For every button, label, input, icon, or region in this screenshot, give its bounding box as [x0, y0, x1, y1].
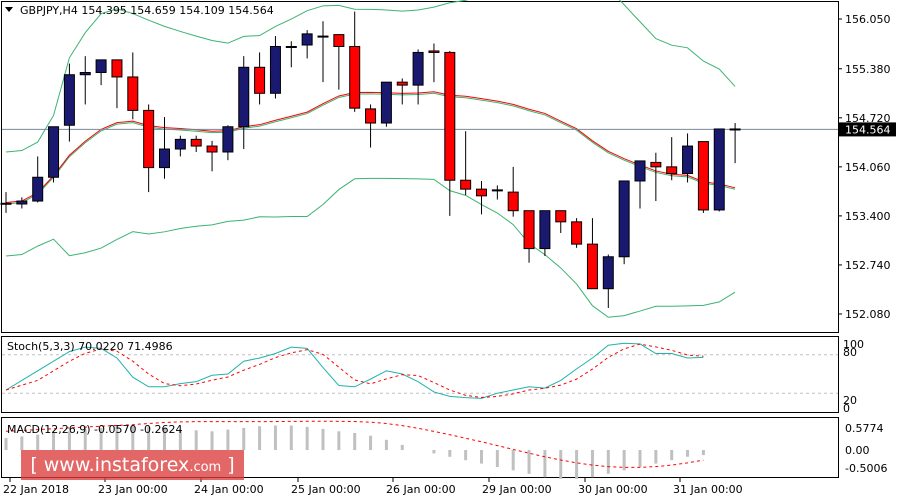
- stoch-signal-line: [5, 343, 704, 398]
- candle-body[interactable]: [159, 148, 170, 169]
- candle-body[interactable]: [476, 188, 487, 197]
- candle-body[interactable]: [79, 71, 91, 76]
- time-axis-label: 31 Jan 00:00: [673, 483, 743, 496]
- candle-body[interactable]: [269, 45, 281, 94]
- moving-average: [5, 91, 736, 204]
- macd-level-label: 0.00: [845, 444, 870, 457]
- candle-body[interactable]: [222, 126, 234, 153]
- candle-body[interactable]: [349, 45, 361, 109]
- stoch-pane[interactable]: [1, 336, 839, 413]
- time-axis-label: 26 Jan 00:00: [386, 483, 456, 496]
- candle-body[interactable]: [555, 210, 567, 223]
- stoch-level-label: 0: [843, 402, 850, 415]
- current-price-label: 154.564: [845, 123, 891, 136]
- candle-body[interactable]: [254, 66, 266, 94]
- macd-signal-line: [5, 420, 704, 468]
- macd-level-label: 0.5774: [845, 422, 884, 435]
- price-axis-label: 152.080: [845, 308, 891, 321]
- price-axis-label: 154.060: [845, 161, 891, 174]
- bollinger-upper: [5, 0, 736, 153]
- time-axis-label: 30 Jan 00:00: [578, 483, 648, 496]
- time-axis-label: 22 Jan 2018: [3, 483, 69, 496]
- time-axis-label: 29 Jan 00:00: [482, 483, 552, 496]
- candle-body[interactable]: [697, 141, 709, 211]
- candle-body[interactable]: [190, 138, 202, 147]
- candle-body[interactable]: [586, 243, 598, 290]
- current-price-badge: [839, 122, 896, 137]
- triangle-down-icon[interactable]: [5, 7, 13, 12]
- candle-body[interactable]: [634, 160, 646, 182]
- candle-body[interactable]: [491, 189, 503, 192]
- candle-body[interactable]: [206, 145, 218, 153]
- watermark-banner: [ www.instaforex.com ]: [21, 450, 244, 480]
- candle-body[interactable]: [174, 138, 186, 150]
- candle-body[interactable]: [127, 76, 139, 111]
- candle-body[interactable]: [396, 81, 408, 86]
- time-axis-label: 25 Jan 00:00: [291, 483, 361, 496]
- candle-body[interactable]: [682, 145, 694, 175]
- bollinger-middle: [5, 92, 736, 205]
- candle-body[interactable]: [317, 35, 329, 38]
- candle-body[interactable]: [16, 200, 28, 205]
- stoch-label: Stoch(5,3,3) 70.0220 71.4986: [7, 340, 173, 353]
- candle-body[interactable]: [238, 66, 250, 128]
- price-axis-label: 154.720: [845, 112, 891, 125]
- candle-body[interactable]: [48, 126, 60, 178]
- candle-body[interactable]: [380, 81, 392, 124]
- candle-body[interactable]: [63, 74, 75, 126]
- time-axis-label: 24 Jan 00:00: [194, 483, 264, 496]
- candle-body[interactable]: [412, 51, 424, 86]
- macd-pane[interactable]: [1, 417, 839, 478]
- candle-body[interactable]: [0, 202, 12, 205]
- candle-body[interactable]: [666, 166, 678, 175]
- price-axis-label: 152.740: [845, 259, 891, 272]
- candle-body[interactable]: [365, 108, 377, 124]
- symbol-title: GBPJPY,H4 154.395 154.659 154.109 154.56…: [20, 4, 274, 17]
- candle-body[interactable]: [444, 51, 456, 181]
- candle-body[interactable]: [143, 109, 155, 169]
- candle-body[interactable]: [32, 176, 44, 202]
- candle-body[interactable]: [111, 59, 123, 78]
- candle-body[interactable]: [618, 180, 630, 258]
- stoch-level-label: 100: [843, 338, 864, 351]
- candle-body[interactable]: [460, 179, 472, 190]
- macd-level-label: -0.5006: [845, 462, 887, 475]
- candle-body[interactable]: [507, 191, 519, 212]
- price-axis-label: 153.400: [845, 210, 891, 223]
- stoch-main-line: [5, 342, 704, 399]
- candle-body[interactable]: [95, 59, 107, 73]
- candle-body[interactable]: [571, 221, 583, 245]
- candle-body[interactable]: [713, 128, 725, 211]
- stoch-level-label: 80: [843, 346, 857, 359]
- candle-body[interactable]: [729, 128, 741, 131]
- candle-body[interactable]: [539, 210, 551, 250]
- time-axis-label: 23 Jan 00:00: [98, 483, 168, 496]
- candle-body[interactable]: [602, 256, 614, 290]
- bollinger-lower: [5, 177, 736, 318]
- price-axis-label: 156.050: [845, 13, 891, 26]
- candle-body[interactable]: [650, 161, 662, 168]
- candle-body[interactable]: [523, 210, 535, 250]
- candle-body[interactable]: [301, 33, 313, 46]
- candle-body[interactable]: [333, 34, 345, 47]
- price-axis-label: 155.380: [845, 63, 891, 76]
- main-pane[interactable]: [1, 1, 839, 333]
- candle-body[interactable]: [428, 50, 440, 53]
- macd-label: MACD(12,26,9) -0.0570 -0.2624: [7, 423, 182, 436]
- candle-body[interactable]: [285, 45, 297, 48]
- stoch-level-label: 20: [843, 394, 857, 407]
